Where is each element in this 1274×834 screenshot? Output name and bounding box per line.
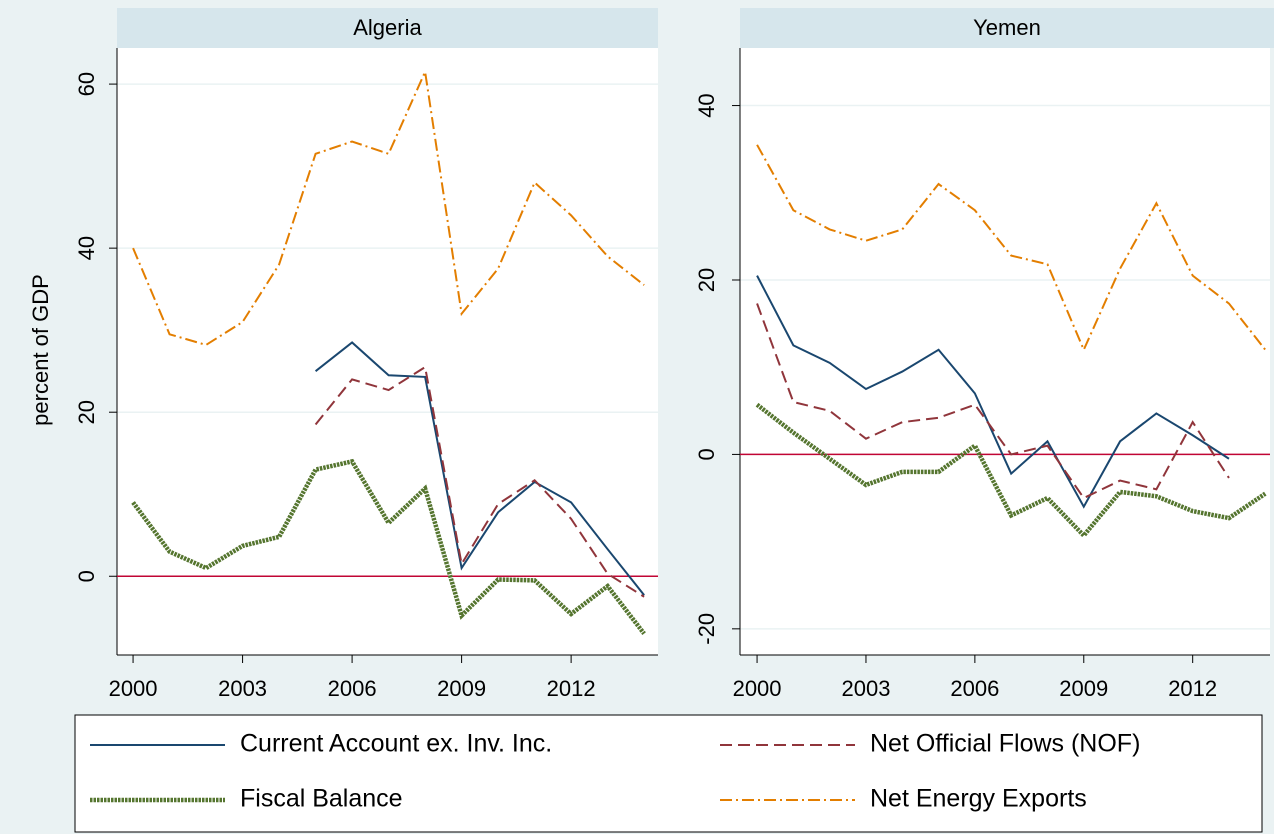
x-tick-label: 2006 (328, 676, 377, 701)
y-tick-label: 0 (694, 448, 719, 460)
series-line (755, 402, 1267, 539)
legend-label: Fiscal Balance (240, 785, 403, 813)
legend-box (74, 714, 1263, 833)
series-line (756, 275, 1230, 509)
plot-area (117, 48, 658, 655)
x-tick-label: 2012 (547, 676, 596, 701)
x-tick-label: 2000 (109, 676, 158, 701)
strip (117, 8, 658, 48)
x-tick-label: 2009 (437, 676, 486, 701)
series-line (756, 303, 1230, 500)
legend-label: Current Account ex. Inv. Inc. (240, 730, 552, 758)
x-tick-label: 2009 (1059, 676, 1108, 701)
y-tick-label: -20 (694, 613, 719, 645)
legend-label: Net Official Flows (NOF) (870, 730, 1140, 758)
series-line (314, 341, 645, 596)
y-axis-label: percent of GDP (28, 274, 53, 426)
x-tick-label: 2003 (841, 676, 890, 701)
panel-title: Algeria (353, 15, 422, 40)
plot-area (740, 48, 1270, 655)
strip (740, 8, 1274, 48)
y-tick-label: 0 (74, 570, 99, 582)
legend-label: Net Energy Exports (870, 785, 1087, 813)
y-tick-label: 20 (74, 400, 99, 424)
y-tick-label: 40 (694, 93, 719, 117)
x-tick-label: 2006 (950, 676, 999, 701)
series-line (131, 458, 646, 636)
series-line (314, 365, 645, 598)
x-tick-label: 2000 (733, 676, 782, 701)
panel-title: Yemen (973, 15, 1041, 40)
x-tick-label: 2003 (218, 676, 267, 701)
y-tick-label: 60 (74, 72, 99, 96)
y-tick-label: 20 (694, 268, 719, 292)
series-line (132, 68, 645, 347)
x-tick-label: 2012 (1168, 676, 1217, 701)
series-line (756, 144, 1267, 353)
y-tick-label: 40 (74, 236, 99, 260)
